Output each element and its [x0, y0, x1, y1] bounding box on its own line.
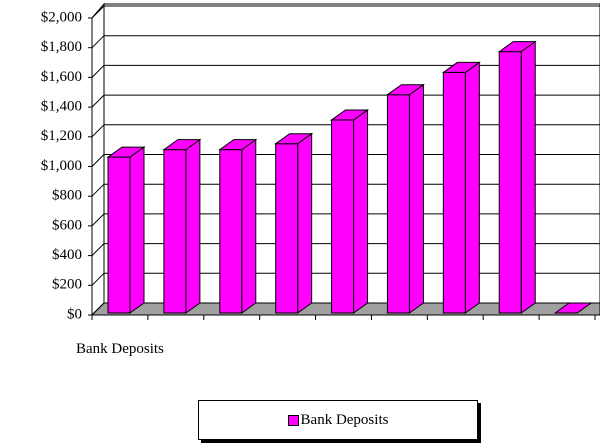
bar-side	[408, 83, 424, 314]
bar-front	[442, 71, 466, 314]
side-wall	[91, 2, 105, 317]
bar-front	[275, 143, 299, 314]
y-tick-label: $1,800	[41, 39, 82, 55]
grid-line	[91, 302, 105, 316]
y-tick-label: $1,000	[41, 158, 82, 174]
bar	[553, 302, 593, 314]
bar-top	[329, 109, 370, 121]
bar-front	[163, 149, 187, 314]
y-tick-label: $400	[52, 247, 82, 263]
bar	[162, 138, 202, 314]
y-tick-label: $600	[52, 217, 82, 233]
grid-line	[91, 65, 105, 78]
grid-line	[91, 243, 105, 256]
bar	[497, 40, 537, 314]
bar-side	[520, 40, 536, 314]
bar-top	[274, 133, 314, 145]
y-tick-label: $0	[67, 306, 82, 322]
bar	[274, 132, 314, 314]
y-tick-label: $1,200	[41, 128, 82, 144]
grid-line	[91, 124, 105, 138]
bar-front	[107, 156, 131, 314]
grid-line	[91, 5, 105, 19]
y-tick-label: $2,000	[41, 9, 82, 25]
bar-side	[185, 138, 201, 314]
y-tick-label: $200	[52, 277, 82, 293]
bar	[106, 146, 146, 314]
bar-top	[106, 146, 146, 158]
y-tick-label: $1,400	[41, 99, 82, 115]
bar-front	[498, 51, 522, 314]
bar-top	[162, 139, 202, 151]
grid-line	[91, 35, 105, 49]
bar-side	[353, 108, 369, 314]
x-tick-label: Bank Deposits	[75, 341, 164, 357]
legend-swatch	[287, 414, 299, 426]
bar-side	[129, 146, 145, 314]
bar	[385, 83, 426, 314]
bar-side	[241, 138, 257, 314]
bar	[441, 61, 481, 314]
legend-label: Bank Deposits	[300, 411, 389, 428]
grid-line	[91, 213, 105, 227]
bar-side	[297, 132, 313, 314]
grid-line	[91, 183, 105, 197]
legend: Bank Deposits	[198, 400, 478, 440]
bar	[329, 108, 370, 314]
bar-front	[219, 149, 243, 314]
bar-top	[497, 41, 537, 53]
bar-front	[331, 119, 355, 314]
bar-front	[386, 94, 410, 314]
grid-line	[91, 272, 105, 286]
bar	[218, 138, 258, 314]
y-tick-label: $800	[52, 188, 82, 204]
bar-top	[553, 302, 593, 314]
bar-top	[218, 139, 258, 151]
grid-line	[91, 94, 105, 108]
bar-top	[385, 84, 426, 96]
grid-line	[91, 154, 105, 167]
bar-top	[441, 61, 481, 73]
y-tick-label: $1,600	[41, 69, 82, 85]
bar-side	[464, 61, 480, 314]
